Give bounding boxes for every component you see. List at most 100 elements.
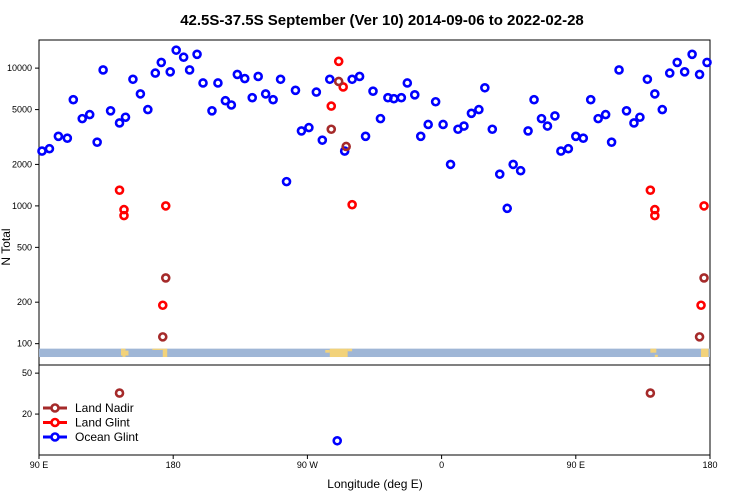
y-axis-title: N Total bbox=[0, 228, 13, 265]
ocean-glint-point bbox=[563, 143, 574, 154]
land-glint-point bbox=[338, 82, 348, 92]
ocean-glint-point bbox=[694, 69, 705, 80]
ocean-glint-point bbox=[657, 104, 668, 115]
ocean-glint-point bbox=[114, 118, 125, 128]
lower-y-tick-label: 20 bbox=[22, 409, 32, 419]
x-ticks-layer: 90 E 180 90 W 0 90 E 180 bbox=[30, 455, 718, 470]
land-glint-point bbox=[699, 201, 709, 211]
land-glint-point bbox=[650, 210, 660, 221]
land-patch bbox=[152, 348, 163, 350]
ocean-glint-point bbox=[192, 49, 202, 60]
ocean-glint-point bbox=[281, 176, 292, 187]
land-patch bbox=[122, 355, 126, 358]
ocean-glint-point bbox=[438, 119, 448, 130]
ocean-glint-point bbox=[459, 121, 469, 131]
ocean-glint-point bbox=[480, 82, 490, 93]
ocean-glint-point bbox=[226, 100, 237, 110]
ocean-glint-point bbox=[702, 57, 712, 68]
ocean-glint-point bbox=[629, 118, 639, 128]
ocean-glint-point bbox=[171, 45, 181, 55]
land-patch bbox=[654, 354, 658, 358]
land-glint-point bbox=[119, 210, 129, 221]
ocean-glint-point bbox=[474, 104, 484, 115]
land-patch bbox=[121, 348, 126, 351]
upper-y-tick-label: 1000 bbox=[12, 201, 32, 211]
legend-label-land-glint: Land Glint bbox=[75, 416, 130, 430]
ocean-glint-point bbox=[578, 133, 589, 143]
legend-label-land-nadir: Land Nadir bbox=[75, 401, 134, 415]
land-nadir-point bbox=[160, 273, 171, 283]
land-glint-point bbox=[157, 300, 168, 311]
ocean-glint-point bbox=[339, 146, 350, 156]
ocean-glint-point bbox=[635, 112, 645, 123]
ocean-glint-point bbox=[68, 94, 79, 105]
ocean-glint-point bbox=[324, 74, 335, 85]
ocean-band bbox=[39, 348, 710, 358]
ocean-glint-point bbox=[415, 131, 426, 142]
points-layer bbox=[37, 45, 712, 446]
ocean-glint-point bbox=[389, 93, 399, 104]
upper-y-tick-label: 200 bbox=[17, 297, 32, 307]
land-nadir-point bbox=[694, 332, 705, 342]
ocean-glint-point bbox=[430, 96, 441, 107]
ocean-glint-point bbox=[37, 146, 47, 156]
chart-title: 42.5S-37.5S September (Ver 10) 2014-09-0… bbox=[180, 12, 584, 29]
x-tick-label: 180 bbox=[166, 460, 181, 470]
legend-marker-land-nadir bbox=[50, 403, 60, 413]
x-axis-title: Longitude (deg E) bbox=[327, 477, 422, 491]
legend-marker-ocean-glint bbox=[50, 432, 60, 442]
ocean-glint-point bbox=[253, 71, 263, 82]
ocean-glint-point bbox=[239, 73, 250, 84]
ocean-glint-point bbox=[143, 104, 153, 115]
legend-marker-land-glint bbox=[50, 417, 60, 428]
ocean-glint-point bbox=[290, 85, 301, 96]
land-patch bbox=[347, 348, 353, 352]
ocean-glint-point bbox=[232, 69, 243, 80]
ocean-glint-point bbox=[409, 90, 420, 100]
land-patch bbox=[162, 348, 168, 358]
land-glint-point bbox=[326, 101, 337, 111]
upper-y-tick-label: 2000 bbox=[12, 159, 32, 169]
ocean-glint-point bbox=[98, 65, 108, 75]
land-patch bbox=[121, 350, 129, 356]
land-patch bbox=[329, 348, 348, 358]
ocean-glint-point bbox=[600, 109, 611, 120]
land-nadir-point bbox=[114, 388, 125, 398]
ocean-glint-point bbox=[542, 121, 553, 131]
ocean-glint-point bbox=[614, 65, 624, 75]
ocean-glint-point bbox=[275, 74, 286, 85]
ocean-glint-point bbox=[128, 74, 138, 85]
ocean-glint-point bbox=[247, 92, 258, 103]
ocean-glint-point bbox=[304, 122, 314, 133]
ocean-glint-point bbox=[120, 112, 131, 123]
ocean-glint-point bbox=[570, 131, 581, 142]
ocean-glint-point bbox=[650, 89, 660, 99]
x-tick-label: 90 E bbox=[30, 460, 49, 470]
land-nadir-point bbox=[341, 141, 351, 152]
ocean-glint-point bbox=[550, 111, 560, 121]
x-tick-label: 180 bbox=[702, 460, 717, 470]
ocean-glint-point bbox=[44, 143, 55, 154]
land-nadir-point bbox=[699, 273, 709, 283]
ocean-glint-point bbox=[84, 109, 95, 120]
ocean-glint-point bbox=[368, 86, 378, 96]
ocean-glint-point bbox=[515, 165, 526, 176]
ocean-glint-point bbox=[664, 68, 675, 78]
ocean-glint-point bbox=[178, 52, 189, 63]
land-nadir-point bbox=[645, 388, 656, 398]
land-nadir-point bbox=[333, 76, 344, 87]
land-glint-point bbox=[114, 185, 125, 195]
ocean-glint-point bbox=[311, 87, 322, 97]
ocean-glint-point bbox=[536, 113, 547, 124]
ocean-glint-point bbox=[165, 67, 176, 77]
ocean-glint-point bbox=[523, 126, 533, 136]
ocean-band-layer bbox=[39, 348, 710, 358]
ocean-glint-point bbox=[606, 137, 617, 147]
ocean-glint-point bbox=[687, 49, 697, 60]
ocean-glint-point bbox=[347, 74, 357, 85]
ocean-glint-point bbox=[502, 203, 513, 214]
ocean-glint-point bbox=[317, 135, 328, 145]
ocean-glint-point bbox=[593, 113, 603, 124]
x-tick-label: 90 E bbox=[567, 460, 586, 470]
